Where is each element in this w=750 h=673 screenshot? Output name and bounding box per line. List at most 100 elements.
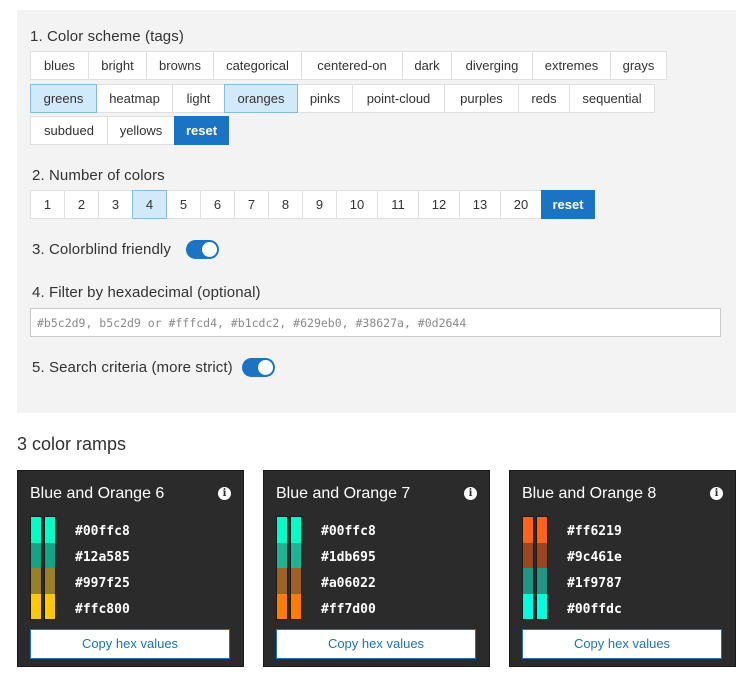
hex-value: #1db695 bbox=[321, 550, 376, 565]
hex-list: #00ffc8 #1db695 #a06022 #ff7d00 bbox=[321, 523, 376, 627]
ramp-title: Blue and Orange 6 bbox=[30, 485, 165, 502]
swatch bbox=[537, 593, 547, 619]
swatch bbox=[291, 568, 301, 594]
swatch bbox=[291, 542, 301, 568]
number-of-colors-label: 2. Number of colors bbox=[32, 167, 165, 184]
hex-list: #ff6219 #9c461e #1f9787 #00ffdc bbox=[567, 523, 622, 627]
tag-point-cloud-button[interactable]: point-cloud bbox=[352, 84, 445, 113]
tag-extremes-button[interactable]: extremes bbox=[532, 51, 611, 80]
ramp-swatch-strip bbox=[30, 516, 42, 620]
info-icon[interactable]: i bbox=[218, 487, 231, 500]
tag-greens-button[interactable]: greens bbox=[30, 84, 97, 113]
tag-dark-button[interactable]: dark bbox=[402, 51, 452, 80]
tag-oranges-button[interactable]: oranges bbox=[224, 84, 298, 113]
tag-categorical-button[interactable]: categorical bbox=[213, 51, 302, 80]
scheme-row-2: greens heatmap light oranges pinks point… bbox=[30, 84, 655, 113]
colorblind-label: 3. Colorblind friendly bbox=[32, 241, 171, 258]
count-10-button[interactable]: 10 bbox=[336, 190, 378, 219]
info-icon[interactable]: i bbox=[464, 487, 477, 500]
hex-value: #00ffc8 bbox=[75, 524, 130, 539]
ramp-swatch-strip bbox=[44, 516, 56, 620]
tag-subdued-button[interactable]: subdued bbox=[30, 116, 108, 145]
search-criteria-toggle[interactable] bbox=[242, 358, 275, 377]
search-criteria-label: 5. Search criteria (more strict) bbox=[32, 359, 233, 376]
hex-filter-input[interactable] bbox=[30, 308, 721, 337]
scheme-row-1: blues bright browns categorical centered… bbox=[30, 51, 667, 80]
tag-blues-button[interactable]: blues bbox=[30, 51, 89, 80]
scheme-reset-button[interactable]: reset bbox=[174, 116, 229, 145]
toggle-knob bbox=[258, 360, 273, 375]
count-3-button[interactable]: 3 bbox=[98, 190, 133, 219]
colorblind-toggle[interactable] bbox=[186, 240, 219, 259]
count-9-button[interactable]: 9 bbox=[302, 190, 337, 219]
swatch bbox=[31, 542, 41, 568]
tag-sequential-button[interactable]: sequential bbox=[569, 84, 655, 113]
hex-list: #00ffc8 #12a585 #997f25 #ffc800 bbox=[75, 523, 130, 627]
hex-value: #00ffdc bbox=[567, 602, 622, 617]
scheme-row-3: subdued yellows reset bbox=[30, 116, 229, 145]
ramp-card: Blue and Orange 6 i #00ffc8 #12a585 #997… bbox=[17, 470, 244, 667]
count-6-button[interactable]: 6 bbox=[200, 190, 235, 219]
swatch bbox=[277, 517, 287, 543]
tag-light-button[interactable]: light bbox=[172, 84, 225, 113]
hex-value: #ff7d00 bbox=[321, 602, 376, 617]
tag-yellows-button[interactable]: yellows bbox=[107, 116, 175, 145]
swatch bbox=[45, 542, 55, 568]
count-8-button[interactable]: 8 bbox=[268, 190, 303, 219]
swatch bbox=[31, 517, 41, 543]
swatch bbox=[523, 542, 533, 568]
swatch bbox=[291, 593, 301, 619]
hex-value: #997f25 bbox=[75, 576, 130, 591]
count-12-button[interactable]: 12 bbox=[418, 190, 460, 219]
ramp-card: Blue and Orange 7 i #00ffc8 #1db695 #a06… bbox=[263, 470, 490, 667]
ramp-swatch-strip bbox=[536, 516, 548, 620]
hex-value: #00ffc8 bbox=[321, 524, 376, 539]
toggle-knob bbox=[202, 242, 217, 257]
swatch bbox=[537, 517, 547, 543]
hex-value: #9c461e bbox=[567, 550, 622, 565]
copy-hex-button[interactable]: Copy hex values bbox=[30, 629, 230, 659]
swatch bbox=[277, 568, 287, 594]
tag-centered-on-button[interactable]: centered-on bbox=[301, 51, 403, 80]
hex-value: #a06022 bbox=[321, 576, 376, 591]
tag-diverging-button[interactable]: diverging bbox=[451, 51, 533, 80]
count-1-button[interactable]: 1 bbox=[30, 190, 65, 219]
count-11-button[interactable]: 11 bbox=[377, 190, 419, 219]
ramp-title: Blue and Orange 8 bbox=[522, 485, 657, 502]
swatch bbox=[291, 517, 301, 543]
tag-purples-button[interactable]: purples bbox=[444, 84, 519, 113]
swatch bbox=[45, 568, 55, 594]
tag-reds-button[interactable]: reds bbox=[518, 84, 570, 113]
swatch bbox=[45, 593, 55, 619]
number-row: 1 2 3 4 5 6 7 8 9 10 11 12 13 20 reset bbox=[30, 190, 595, 219]
count-2-button[interactable]: 2 bbox=[64, 190, 99, 219]
hex-value: #ff6219 bbox=[567, 524, 622, 539]
ramp-card: Blue and Orange 8 i #ff6219 #9c461e #1f9… bbox=[509, 470, 736, 667]
count-5-button[interactable]: 5 bbox=[166, 190, 201, 219]
ramp-swatch-strip bbox=[522, 516, 534, 620]
ramps-count-heading: 3 color ramps bbox=[17, 434, 127, 454]
tag-heatmap-button[interactable]: heatmap bbox=[96, 84, 173, 113]
info-icon[interactable]: i bbox=[710, 487, 723, 500]
count-4-button[interactable]: 4 bbox=[132, 190, 167, 219]
tag-pinks-button[interactable]: pinks bbox=[297, 84, 353, 113]
swatch bbox=[523, 517, 533, 543]
copy-hex-button[interactable]: Copy hex values bbox=[522, 629, 722, 659]
count-7-button[interactable]: 7 bbox=[234, 190, 269, 219]
swatch bbox=[523, 568, 533, 594]
hex-value: #ffc800 bbox=[75, 602, 130, 617]
tag-browns-button[interactable]: browns bbox=[146, 51, 214, 80]
ramp-title: Blue and Orange 7 bbox=[276, 485, 411, 502]
color-scheme-label: 1. Color scheme (tags) bbox=[30, 28, 184, 45]
hex-value: #1f9787 bbox=[567, 576, 622, 591]
count-reset-button[interactable]: reset bbox=[541, 190, 595, 219]
tag-grays-button[interactable]: grays bbox=[610, 51, 667, 80]
count-20-button[interactable]: 20 bbox=[500, 190, 542, 219]
tag-bright-button[interactable]: bright bbox=[88, 51, 147, 80]
copy-hex-button[interactable]: Copy hex values bbox=[276, 629, 476, 659]
swatch bbox=[45, 517, 55, 543]
swatch bbox=[31, 593, 41, 619]
filter-panel: 1. Color scheme (tags) blues bright brow… bbox=[17, 10, 736, 413]
count-13-button[interactable]: 13 bbox=[459, 190, 501, 219]
ramp-swatch-strip bbox=[276, 516, 288, 620]
